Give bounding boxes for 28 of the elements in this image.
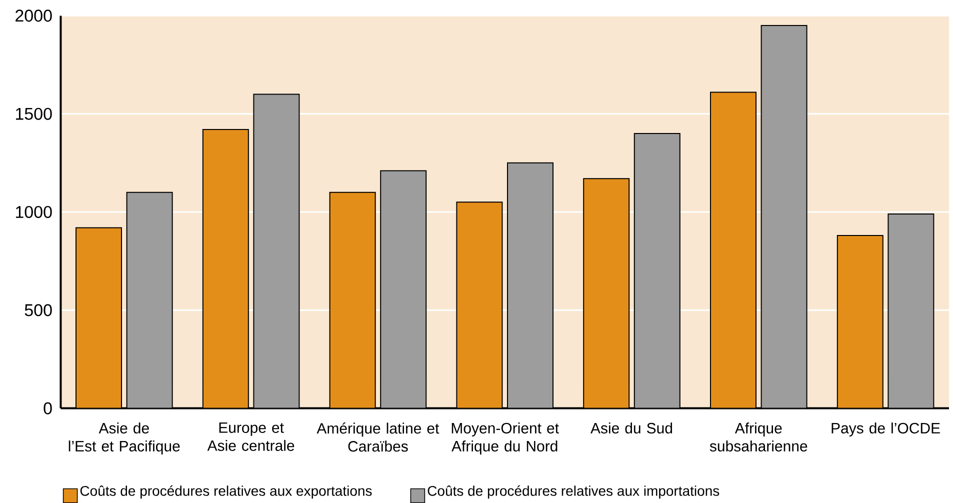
- x-tick-label: Amérique latine et Caraïbes: [316, 422, 440, 452]
- x-tick-label: Pays de l’OCDE: [832, 422, 940, 436]
- x-tick-label: Afrique subsaharienne: [710, 422, 808, 452]
- bar: [126, 192, 173, 408]
- y-tick-label: 1500: [16, 108, 52, 120]
- bar: [634, 132, 680, 408]
- bar: [888, 213, 934, 408]
- bar: [380, 170, 427, 408]
- bar: [329, 192, 376, 408]
- x-tick-label: Moyen-Orient et Afrique du Nord: [452, 422, 559, 454]
- bar: [710, 92, 756, 408]
- bar: [253, 94, 300, 408]
- bar: [836, 235, 884, 408]
- bar: [583, 178, 630, 408]
- y-tick-label: 500: [24, 304, 52, 316]
- bar: [760, 25, 808, 408]
- x-tick-label: Asie de l’Est et Pacifique: [68, 422, 180, 454]
- y-tick-label: 1000: [16, 206, 52, 218]
- bar: [507, 162, 554, 408]
- bar: [456, 202, 503, 408]
- legend-label: Coûts de procédures relatives aux exportations: [80, 485, 372, 499]
- x-tick-label: Europe et Asie centrale: [207, 422, 294, 451]
- legend-label: Coûts de procédures relatives aux importations: [428, 485, 720, 499]
- y-tick-label: 2000: [16, 10, 52, 22]
- x-tick-label: Asie du Sud: [590, 422, 672, 434]
- bar: [202, 129, 249, 408]
- y-tick-label: 0: [44, 402, 52, 414]
- bar: [76, 227, 122, 408]
